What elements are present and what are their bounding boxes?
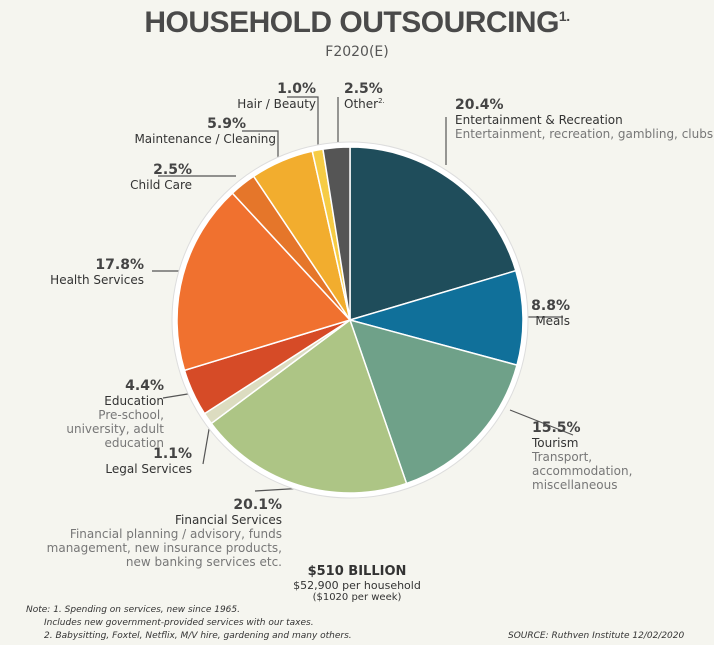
- label-entertainment: 20.4% Entertainment & Recreation Enterta…: [455, 97, 714, 141]
- pie-slice-financial-services: [210, 318, 408, 494]
- label-meals: 8.8% Meals: [531, 298, 570, 328]
- leader-line: [509, 409, 574, 436]
- leader-line: [287, 96, 319, 150]
- label-maintenance: 5.9% Maintenance / Cleaning: [134, 116, 276, 146]
- label-tourism: 15.5% Tourism Transport, accommodation, …: [532, 420, 633, 492]
- label-hair-beauty: 1.0% Hair / Beauty: [237, 81, 316, 111]
- label-financial: 20.1% Financial Services Financial plann…: [46, 497, 282, 569]
- chart-subtitle: F2020(E): [325, 44, 389, 60]
- label-health: 17.8% Health Services: [50, 257, 144, 287]
- label-other: 2.5% Other2.: [344, 81, 385, 111]
- label-education: 4.4% Education Pre-school, university, a…: [66, 378, 164, 450]
- leader-line: [242, 130, 279, 158]
- notes: Note: 1. Spending on services, new since…: [26, 605, 352, 641]
- pie-slice-health-services: [176, 192, 352, 372]
- pie-slice-tourism: [348, 318, 518, 485]
- pie-slice-meals: [347, 269, 524, 367]
- pie-slice-entertainment-recreation: [349, 146, 517, 322]
- label-legal: 1.1% Legal Services: [105, 446, 192, 476]
- pie-slice-other: [322, 146, 351, 321]
- total-summary: $510 BILLION $52,900 per household ($102…: [293, 564, 421, 603]
- chart-title: HOUSEHOLD OUTSOURCING1.: [144, 6, 570, 39]
- source: SOURCE: Ruthven Institute 12/02/2020: [508, 631, 685, 641]
- label-child-care: 2.5% Child Care: [130, 162, 192, 192]
